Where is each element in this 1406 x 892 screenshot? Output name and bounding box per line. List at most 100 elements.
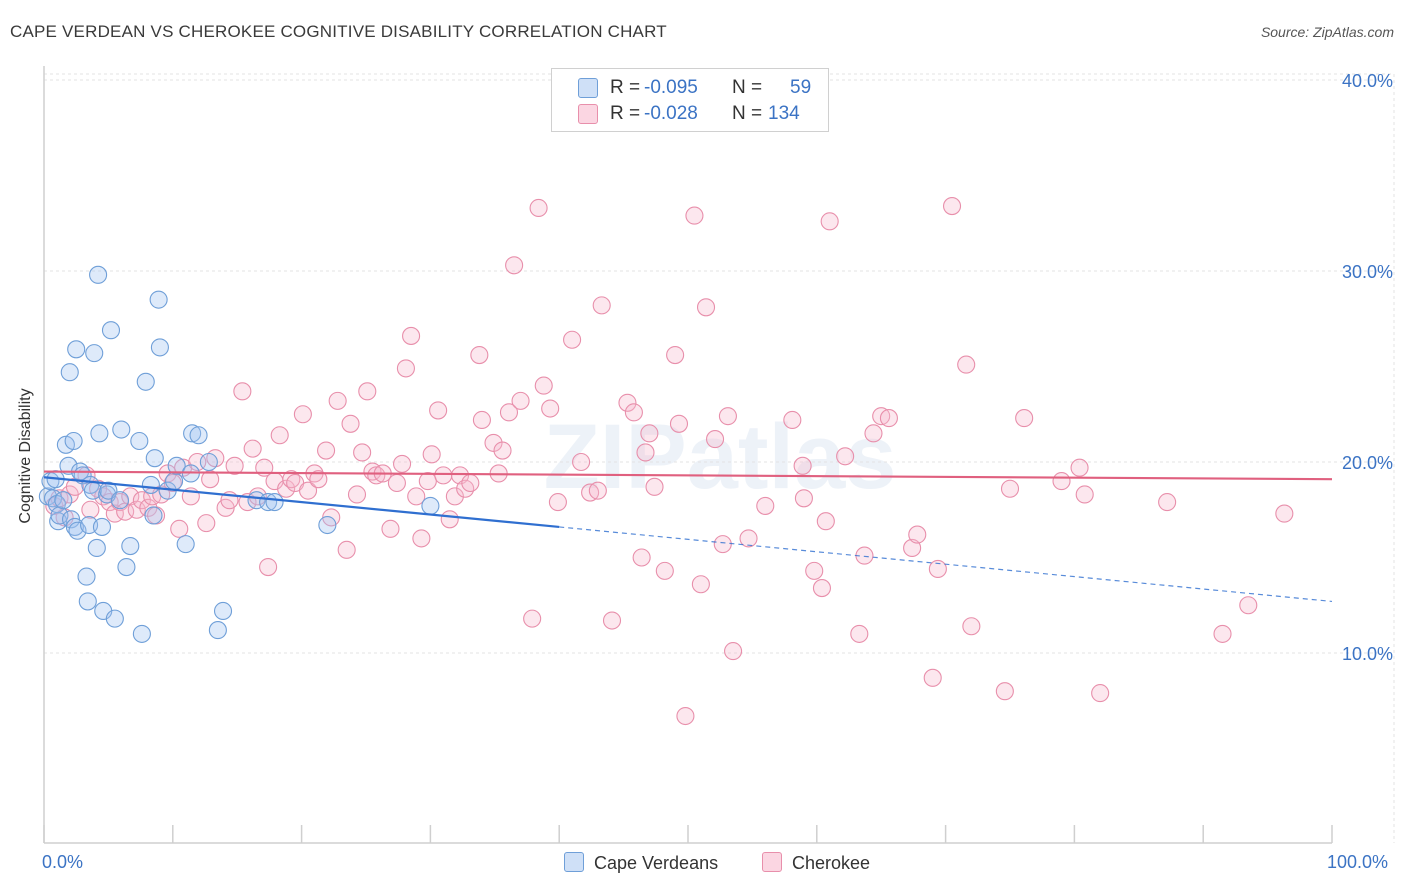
cherokee-point (836, 447, 855, 466)
legend-n-label: N = (732, 77, 763, 98)
cherokee-point (669, 414, 689, 433)
source-credit: Source: ZipAtlas.com (1260, 24, 1394, 40)
cherokee-point (387, 473, 406, 493)
cherokee-point (793, 456, 812, 475)
cherokee-point (393, 454, 412, 473)
cherokee-point (499, 403, 519, 422)
cherokee-point (872, 407, 891, 426)
cherokee-point (277, 479, 296, 498)
cherokee-point (995, 682, 1014, 701)
bottom-legend-cherokee: Cherokee (762, 852, 870, 874)
cherokee-point (233, 382, 252, 401)
bottom-legend-label: Cherokee (792, 853, 871, 873)
legend-n-label: N = (732, 103, 763, 124)
cherokee-point (713, 535, 732, 554)
cherokee-point (461, 473, 480, 493)
cape-verdean-point (167, 456, 186, 475)
cape-verdean-point (59, 456, 78, 475)
legend-r-label: R = (610, 103, 641, 124)
cherokee-point (170, 519, 189, 538)
cherokee-point (418, 472, 437, 491)
cherokee-point (691, 575, 710, 594)
cherokee-point (640, 424, 659, 443)
cherokee-point (396, 359, 415, 378)
cape-verdean-point (90, 424, 109, 443)
cape-verdean-point (117, 557, 136, 577)
cape-verdean-point (183, 424, 202, 443)
cherokee-point (645, 477, 664, 496)
cherokee-point (259, 557, 278, 577)
cape-verdean-point (199, 452, 218, 472)
cherokee-point (402, 326, 421, 345)
cherokee-point (632, 548, 651, 567)
cherokee-point (908, 525, 927, 544)
cape-verdean-trend-line (43, 476, 560, 529)
cherokee-point (624, 403, 643, 422)
cherokee-point (270, 426, 289, 445)
cherokee-point (445, 487, 464, 506)
cape-verdean-point (189, 426, 208, 445)
cherokee-point (347, 485, 367, 504)
legend-swatch-blue (578, 78, 598, 98)
cherokee-point (456, 479, 475, 498)
cherokee-point (588, 481, 607, 500)
cape-verdean-point (247, 491, 266, 510)
cape-verdean-point (144, 506, 163, 525)
cape-verdean-point (145, 449, 164, 468)
cape-verdean-point (68, 521, 87, 540)
cherokee-point (696, 298, 716, 317)
cherokee-point (367, 466, 386, 485)
cherokee-point (794, 489, 813, 508)
cherokee-point (523, 609, 542, 628)
legend-swatch-pink (578, 104, 598, 124)
cherokee-point (243, 439, 262, 458)
cherokee-point (298, 481, 318, 500)
cherokee-point (505, 256, 524, 275)
cape-verdean-point (64, 431, 83, 451)
cherokee-point (655, 561, 674, 580)
cherokee-point (903, 538, 922, 558)
cherokee-point (293, 405, 312, 424)
legend-n-value: 59 (790, 77, 812, 98)
cherokee-point (472, 410, 491, 430)
axes (43, 66, 1333, 844)
bottom-legend-cape-verdeans: Cape Verdeans (564, 852, 718, 874)
legend-r-value: -0.028 (644, 103, 698, 124)
cherokee-point (1158, 493, 1177, 512)
cherokee-point (739, 529, 758, 548)
cape-verdean-point (208, 621, 227, 640)
cherokee-point (783, 410, 802, 430)
cherokee-point (328, 391, 347, 410)
bottom-legend-label: Cape Verdeans (594, 853, 719, 873)
cherokee-point (705, 430, 725, 449)
cape-verdean-points (38, 265, 440, 643)
cherokee-trend-line (43, 470, 1333, 481)
cherokee-point (581, 483, 600, 502)
cape-verdean-point (265, 493, 284, 512)
correlation-legend: R = -0.095 N = 59 R = -0.028 N = 134 (551, 68, 829, 132)
legend-r-label: R = (610, 77, 641, 98)
cape-verdean-point (112, 420, 131, 439)
cherokee-point (602, 611, 622, 630)
cape-verdean-point (130, 431, 149, 451)
cherokee-point (1015, 409, 1034, 428)
cape-verdean-point (213, 601, 233, 621)
cherokee-point (317, 441, 336, 460)
cape-verdean-point (110, 491, 130, 510)
cherokee-point (805, 561, 824, 580)
cherokee-point (412, 529, 431, 548)
cape-verdean-point (136, 372, 155, 391)
x-tick-label-max: 100.0% (1327, 852, 1389, 872)
cherokee-point (1052, 472, 1071, 491)
cherokee-point (429, 401, 448, 420)
cherokee-point (636, 443, 655, 462)
cherokee-point (812, 579, 832, 598)
cherokee-point (541, 399, 560, 418)
y-tick-label: 40.0% (1342, 71, 1393, 91)
y-tick-labels: 10.0% 20.0% 30.0% 40.0% (1342, 71, 1393, 664)
y-tick-label: 30.0% (1342, 262, 1393, 282)
trend-lines (43, 470, 1333, 603)
cherokee-point (341, 414, 360, 433)
cherokee-point (337, 540, 356, 559)
